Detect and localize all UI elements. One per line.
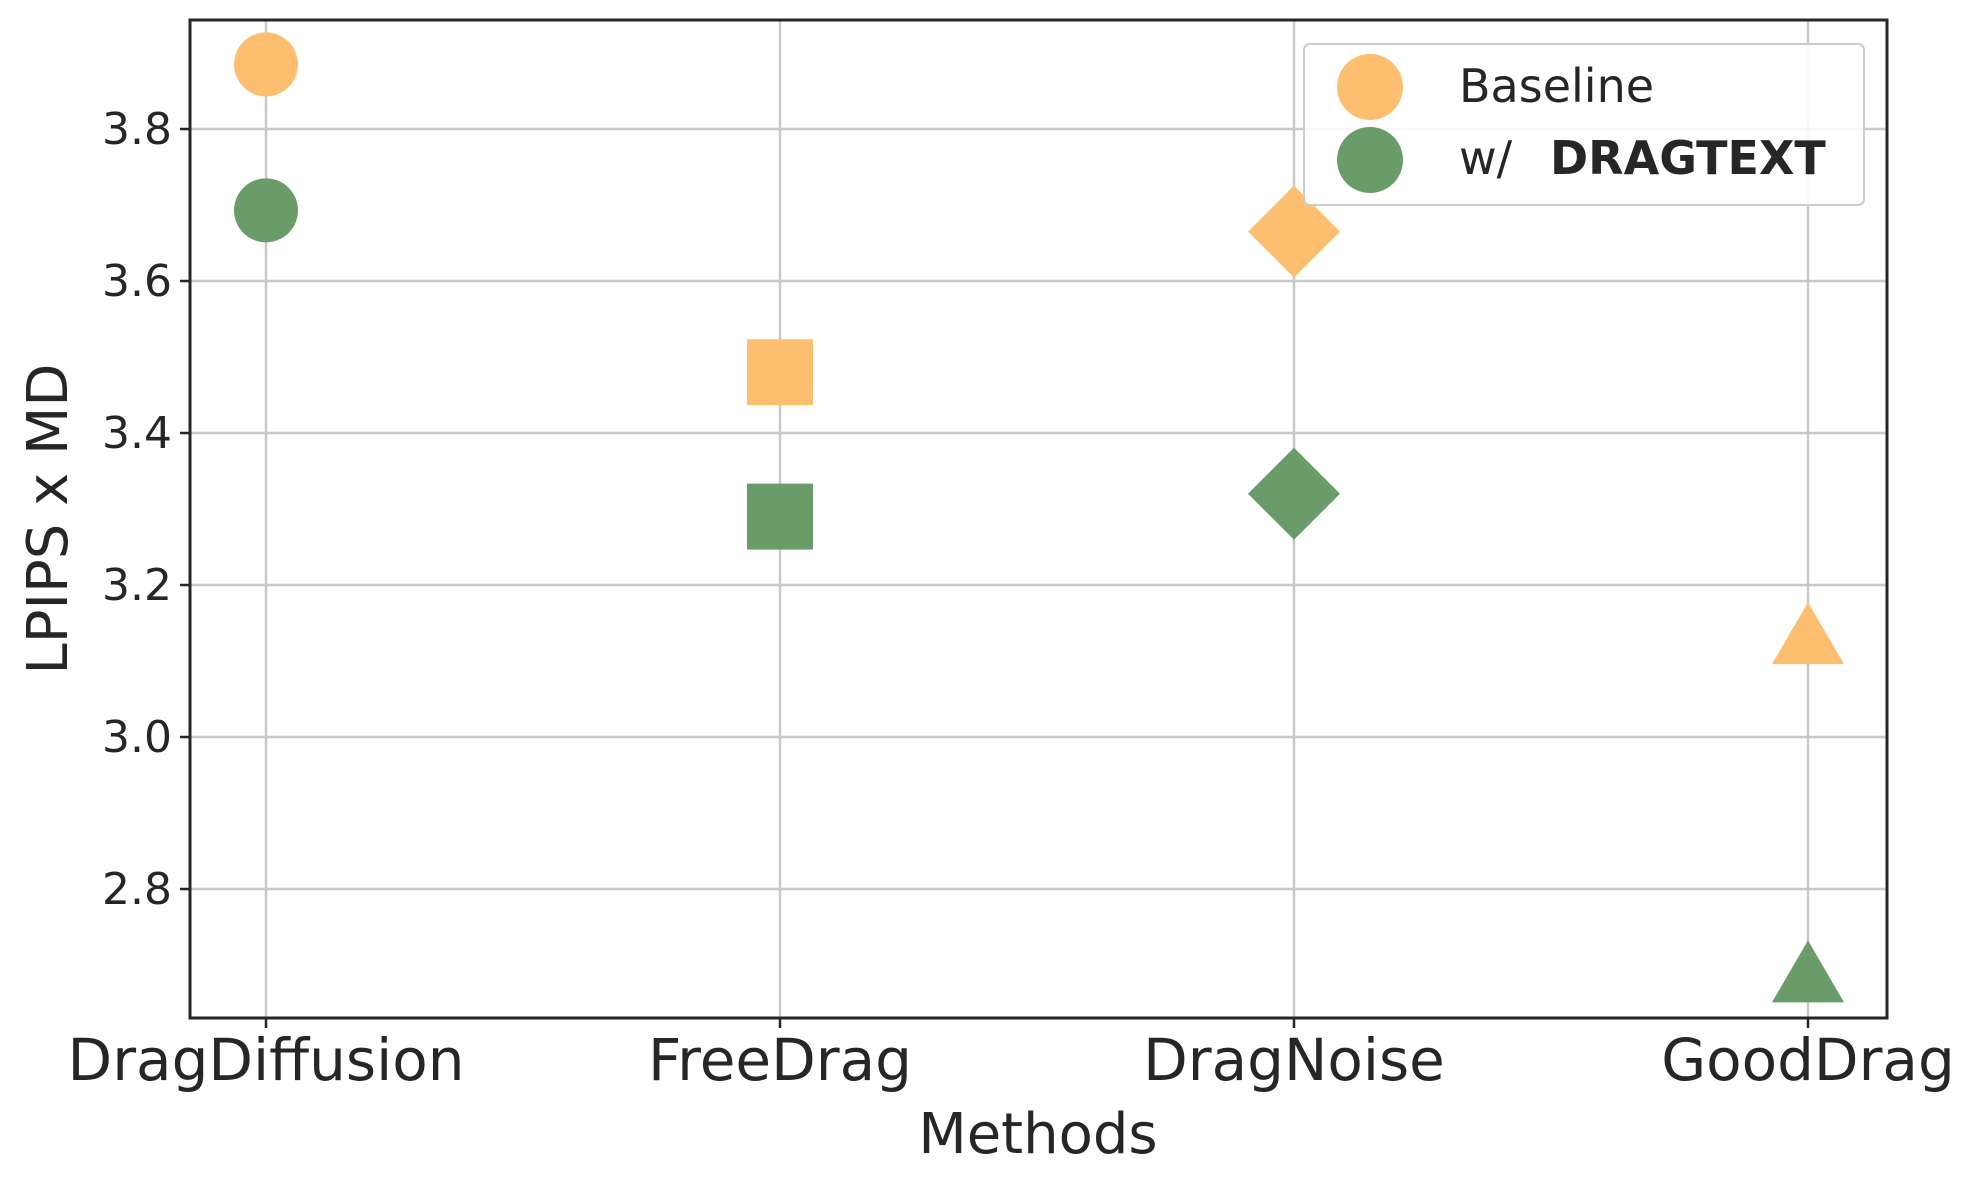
y-axis-label: LPIPS x MD	[16, 364, 81, 675]
legend-label-baseline: Baseline	[1459, 59, 1654, 113]
legend-marker-dragtext	[1337, 127, 1403, 193]
marks-layer	[234, 32, 1844, 1003]
y-tick-label: 3.0	[102, 712, 172, 763]
baseline-diamond-marker	[1248, 185, 1340, 278]
x-tick-label: DragDiffusion	[68, 1026, 465, 1094]
legend: Baseline w/ DRAGTEXT	[1303, 43, 1865, 206]
legend-label-dragtext-prefix: w/	[1459, 131, 1513, 185]
x-axis-label: Methods	[918, 1102, 1157, 1167]
y-axis-ticks: 2.8 3.0 3.2 3.4 3.6 3.8	[102, 104, 190, 915]
dragtext-square-marker	[747, 483, 813, 550]
x-axis-ticks: DragDiffusion FreeDrag DragNoise GoodDrag	[68, 1018, 1955, 1094]
baseline-circle-marker	[234, 32, 298, 97]
x-tick-label: GoodDrag	[1661, 1026, 1955, 1094]
plot-frame	[188, 18, 1889, 1020]
legend-label-dragtext-name: DRAGTEXT	[1550, 131, 1826, 185]
legend-marker-baseline	[1337, 54, 1403, 120]
baseline-square-marker	[747, 339, 813, 406]
y-tick-label: 2.8	[102, 864, 172, 915]
dragtext-diamond-marker	[1248, 447, 1340, 540]
x-tick-label: DragNoise	[1143, 1026, 1445, 1094]
y-tick-label: 3.4	[102, 408, 172, 459]
dragtext-triangle-marker	[1772, 940, 1844, 1003]
baseline-triangle-marker	[1772, 602, 1844, 665]
y-tick-label: 3.6	[102, 256, 172, 307]
x-tick-label: FreeDrag	[648, 1026, 912, 1094]
grid-layer	[190, 20, 1887, 1018]
legend-box	[1303, 43, 1865, 206]
dragtext-circle-marker	[234, 178, 298, 243]
y-tick-label: 3.2	[102, 560, 172, 611]
y-tick-label: 3.8	[102, 104, 172, 155]
